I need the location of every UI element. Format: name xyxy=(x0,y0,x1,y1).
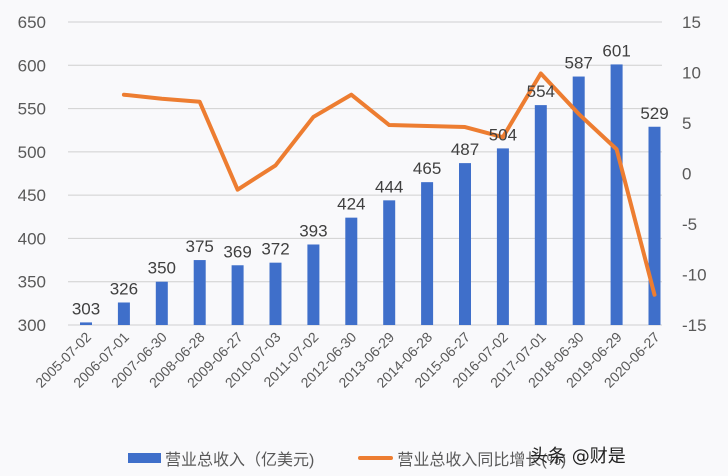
x-axis: 2005-07-022006-07-012007-06-302008-06-28… xyxy=(32,329,663,391)
revenue-bar xyxy=(269,262,282,325)
legend-label-growth: 营业总收入同比增长(%) xyxy=(397,452,567,469)
watermark: 头条 @财是 xyxy=(530,446,626,467)
bar-value-label: 554 xyxy=(527,82,555,101)
revenue-bar xyxy=(421,182,434,325)
bar-value-label: 504 xyxy=(489,125,517,144)
left-y-axis: 300 350 400 450 500 550 600 650 xyxy=(18,13,46,335)
left-tick-label: 600 xyxy=(18,56,46,75)
bar-value-label: 326 xyxy=(110,279,138,298)
right-tick-label: 5 xyxy=(682,114,691,133)
right-tick-label: -15 xyxy=(682,316,707,335)
left-tick-label: 650 xyxy=(18,13,46,32)
bar-value-label: 375 xyxy=(186,237,214,256)
left-tick-label: 400 xyxy=(18,229,46,248)
bar-data-labels: 303 326 350 375 369 372 393 424 444 465 487 504 554 5… xyxy=(72,41,669,318)
bar-value-label: 601 xyxy=(602,41,630,60)
right-y-axis: -15 -10 -5 0 5 10 15 xyxy=(682,13,707,335)
bar-value-label: 444 xyxy=(375,177,403,196)
left-tick-label: 550 xyxy=(18,100,46,119)
growth-polyline xyxy=(121,71,657,297)
left-tick-label: 300 xyxy=(18,316,46,335)
revenue-bar xyxy=(345,217,358,325)
bar-value-label: 587 xyxy=(565,54,593,73)
right-tick-label: 0 xyxy=(682,165,691,184)
legend-item-growth: 营业总收入同比增长(%) xyxy=(358,446,566,470)
right-tick-label: -10 xyxy=(682,266,707,285)
bar-value-label: 369 xyxy=(223,242,251,261)
bar-value-label: 529 xyxy=(640,104,668,123)
bar-value-label: 372 xyxy=(261,240,289,259)
revenue-bar xyxy=(231,265,244,325)
left-tick-label: 450 xyxy=(18,186,46,205)
line-swatch-icon xyxy=(358,456,394,460)
legend-label-revenue: 营业总收入（亿美元) xyxy=(165,452,315,469)
revenue-bar xyxy=(383,200,396,325)
revenue-bar xyxy=(193,260,206,325)
revenue-bar xyxy=(80,322,92,325)
revenue-bar xyxy=(496,148,509,325)
revenue-bar xyxy=(572,76,585,325)
right-tick-label: -5 xyxy=(682,215,697,234)
bar-value-label: 303 xyxy=(72,299,100,318)
bar-value-label: 487 xyxy=(451,140,479,159)
revenue-bar xyxy=(117,302,130,325)
legend: 营业总收入（亿美元) 营业总收入同比增长(%) xyxy=(128,446,610,470)
growth-line xyxy=(121,71,657,297)
revenue-bar xyxy=(459,163,471,325)
revenue-bar xyxy=(534,105,547,325)
left-tick-label: 350 xyxy=(18,273,46,292)
bar-value-label: 350 xyxy=(148,259,176,278)
revenue-bars xyxy=(80,64,661,326)
revenue-bar xyxy=(610,64,623,326)
revenue-bar xyxy=(155,281,168,325)
bar-value-label: 465 xyxy=(413,159,441,178)
revenue-bar xyxy=(307,244,320,325)
bar-swatch-icon xyxy=(128,453,161,463)
legend-item-revenue: 营业总收入（亿美元) xyxy=(128,446,314,470)
bar-value-label: 424 xyxy=(337,195,365,214)
left-tick-label: 500 xyxy=(18,143,46,162)
right-tick-label: 15 xyxy=(682,13,701,32)
right-tick-label: 10 xyxy=(682,64,701,83)
bar-value-label: 393 xyxy=(299,221,327,240)
